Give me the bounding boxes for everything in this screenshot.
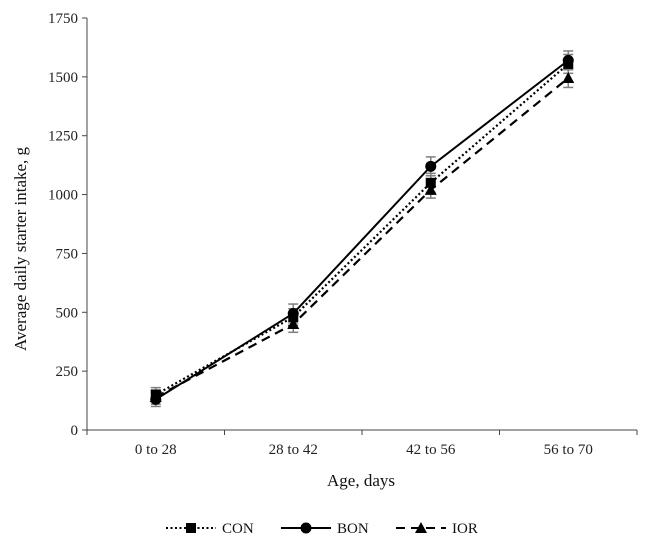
legend-label-con: CON bbox=[222, 521, 254, 537]
y-tick-label: 1000 bbox=[48, 188, 78, 204]
y-tick-label: 750 bbox=[56, 246, 79, 262]
series-lines bbox=[155, 59, 569, 401]
series-line-ior bbox=[155, 77, 569, 399]
legend: CON BON IOR bbox=[166, 521, 478, 537]
x-axis-title: Age, days bbox=[327, 471, 395, 490]
legend-item-ior: IOR bbox=[396, 521, 478, 537]
y-tick-label: 1500 bbox=[48, 70, 78, 86]
data-point-con-2 bbox=[425, 177, 436, 188]
x-axis-ticks: 0 to 28 28 to 42 42 to 56 56 to 70 bbox=[86, 430, 638, 458]
series-markers bbox=[149, 54, 575, 405]
legend-marker-ior bbox=[415, 522, 427, 533]
legend-label-ior: IOR bbox=[452, 521, 478, 537]
y-tick-label: 500 bbox=[56, 305, 79, 321]
series-line-con bbox=[155, 63, 569, 396]
y-tick-label: 1250 bbox=[48, 129, 78, 145]
data-point-bon-1 bbox=[287, 307, 299, 319]
legend-label-bon: BON bbox=[337, 521, 369, 537]
legend-item-con: CON bbox=[166, 521, 254, 537]
series-line-bon bbox=[155, 59, 569, 401]
y-axis-ticks: 0 250 500 750 1000 1250 1500 1750 bbox=[48, 11, 87, 439]
legend-item-bon: BON bbox=[281, 521, 369, 537]
x-tick-label: 56 to 70 bbox=[544, 442, 593, 458]
legend-marker-con bbox=[186, 523, 196, 533]
data-point-bon-2 bbox=[425, 160, 437, 172]
y-tick-label: 0 bbox=[71, 423, 79, 439]
y-tick-label: 1750 bbox=[48, 11, 78, 27]
x-tick-label: 42 to 56 bbox=[406, 442, 456, 458]
axes bbox=[86, 18, 637, 431]
data-point-bon-3 bbox=[562, 54, 574, 66]
data-point-ior-2 bbox=[424, 183, 437, 195]
y-tick-label: 250 bbox=[56, 364, 79, 380]
y-axis-title: Average daily starter intake, g bbox=[11, 146, 30, 351]
data-point-ior-3 bbox=[562, 72, 575, 84]
x-tick-label: 28 to 42 bbox=[269, 442, 318, 458]
x-tick-label: 0 to 28 bbox=[135, 442, 177, 458]
data-point-ior-0 bbox=[149, 391, 162, 403]
data-point-ior-1 bbox=[287, 318, 300, 330]
legend-marker-bon bbox=[300, 522, 312, 534]
